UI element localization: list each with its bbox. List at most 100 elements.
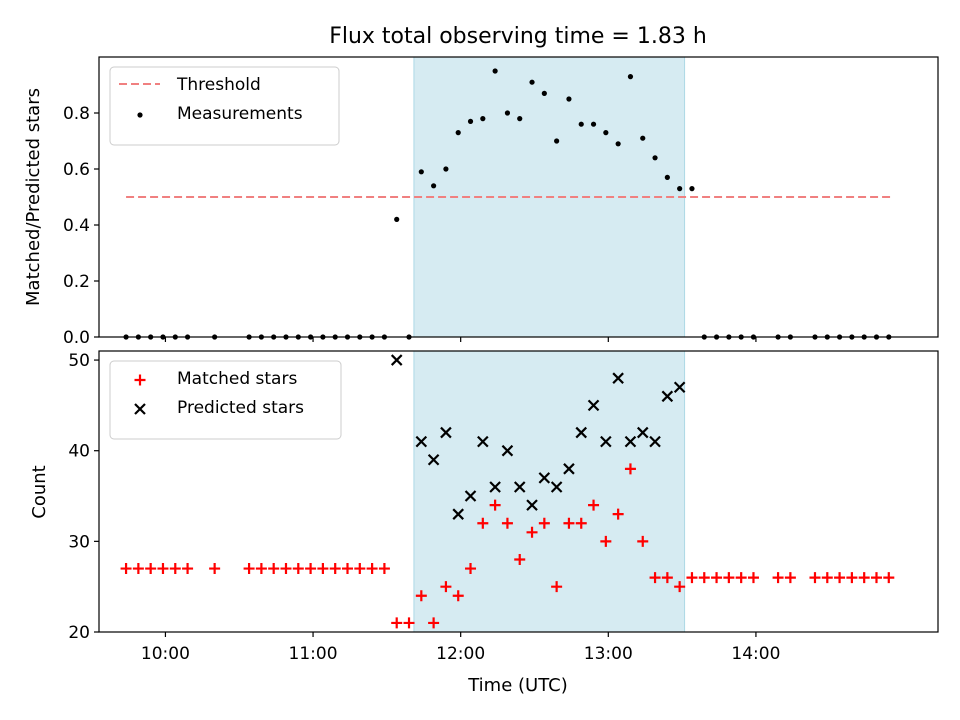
legend: Matched stars Predicted stars <box>109 360 342 440</box>
data-point <box>467 118 474 124</box>
data-point <box>554 138 560 144</box>
data-point <box>342 563 354 575</box>
data-point <box>575 426 588 439</box>
data-point <box>588 499 600 511</box>
data-point <box>452 590 464 602</box>
data-point <box>858 572 870 584</box>
data-point <box>600 535 612 547</box>
data-point <box>529 79 535 85</box>
data-point <box>132 563 144 575</box>
data-point <box>415 590 427 602</box>
data-point <box>268 563 280 575</box>
data-point <box>501 517 513 529</box>
x-tick-label: 14:00 <box>731 644 780 664</box>
data-point <box>182 563 194 575</box>
legend-label: Threshold <box>176 75 261 95</box>
data-point <box>612 372 624 384</box>
data-point <box>354 563 366 575</box>
data-point <box>243 563 255 575</box>
data-point <box>538 517 550 529</box>
data-point <box>689 186 695 192</box>
data-point <box>366 563 378 575</box>
legend: Threshold Measurements <box>109 66 340 146</box>
data-point <box>883 572 895 584</box>
y-tick-label: 0.8 <box>63 104 90 124</box>
legend-box <box>109 66 340 146</box>
data-point <box>452 508 464 520</box>
legend-swatch <box>134 374 146 386</box>
data-point <box>686 572 698 584</box>
data-point <box>834 572 846 584</box>
data-point <box>578 121 584 127</box>
data-point <box>677 186 683 192</box>
data-point <box>378 563 390 575</box>
data-point <box>418 169 424 175</box>
data-point <box>431 183 437 189</box>
legend-label: Predicted stars <box>177 398 304 418</box>
data-point <box>627 74 634 80</box>
data-point <box>428 617 440 629</box>
data-point <box>563 517 575 529</box>
data-point <box>305 563 317 575</box>
axes-frame <box>98 350 939 633</box>
data-point <box>440 426 452 439</box>
data-point <box>661 390 674 403</box>
chart-title: Flux total observing time = 1.83 h <box>329 24 707 49</box>
y-tick-label: 40 <box>68 442 90 462</box>
data-point <box>317 563 329 575</box>
data-point <box>637 535 649 547</box>
data-point <box>477 435 489 448</box>
data-point <box>590 121 597 127</box>
data-point <box>391 617 403 629</box>
data-point <box>624 435 637 448</box>
data-point <box>480 116 486 122</box>
data-point <box>723 572 735 584</box>
data-point <box>415 435 428 448</box>
legend-label: Matched stars <box>177 369 297 389</box>
y-tick-label: 0.2 <box>63 272 90 292</box>
data-point <box>587 399 600 412</box>
data-point <box>575 517 587 529</box>
data-point <box>489 499 501 511</box>
data-point <box>636 426 649 439</box>
count-panel: 20 30 40 50 10:00 11:00 12:00 13:00 14:00 Matched… <box>68 350 939 664</box>
ylabel-count: Count <box>29 465 50 518</box>
data-point <box>390 354 403 366</box>
data-point <box>772 572 784 584</box>
data-point <box>846 572 858 584</box>
data-point <box>489 481 501 493</box>
data-point <box>809 572 821 584</box>
data-point <box>664 174 670 180</box>
data-point <box>157 563 169 575</box>
data-point <box>443 166 449 172</box>
observing-window-span <box>413 350 686 633</box>
data-point <box>403 617 415 629</box>
data-point <box>612 508 624 520</box>
x-tick-label: 12:00 <box>436 644 485 664</box>
data-point <box>465 563 477 575</box>
data-point <box>784 572 796 584</box>
y-tick-label: 0.4 <box>63 216 90 236</box>
x-tick-label: 11:00 <box>289 644 338 664</box>
ylabel-ratio: Matched/Predicted stars <box>23 88 44 306</box>
data-point <box>640 135 646 141</box>
data-point <box>652 155 658 161</box>
data-point <box>145 563 157 575</box>
data-point <box>280 563 292 575</box>
axes-frame <box>98 56 939 338</box>
data-point <box>209 563 221 575</box>
data-point <box>255 563 267 575</box>
data-point <box>169 563 181 575</box>
data-point <box>566 96 572 102</box>
data-point <box>492 68 498 74</box>
legend-swatch <box>137 112 143 118</box>
data-point <box>821 572 833 584</box>
data-point <box>615 141 621 147</box>
data-point <box>292 563 304 575</box>
y-tick-label: 50 <box>68 351 90 371</box>
data-point <box>455 130 461 136</box>
data-point <box>649 572 661 584</box>
data-point <box>427 453 440 466</box>
data-point <box>526 499 538 511</box>
